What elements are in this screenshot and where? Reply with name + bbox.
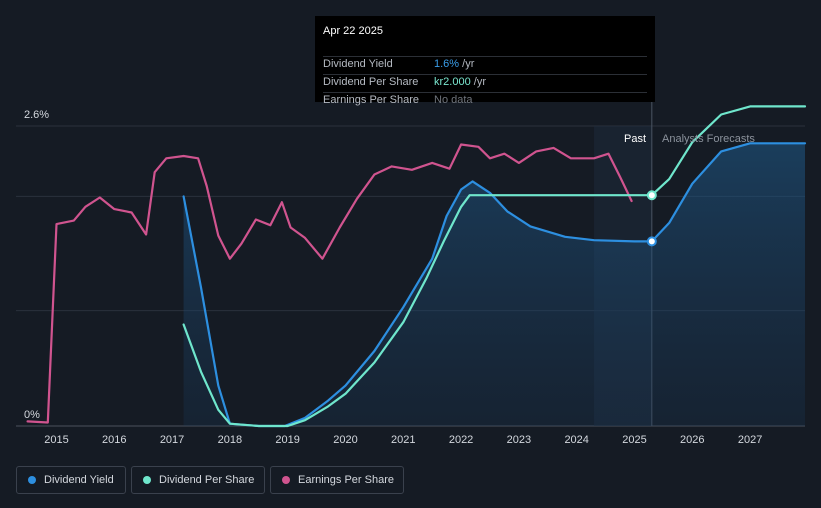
- dividend-per-share-line: [182, 105, 807, 428]
- x-tick-label: 2024: [564, 434, 588, 446]
- legend-label: Dividend Per Share: [159, 474, 255, 486]
- dividend-per-share-marker: [646, 190, 657, 201]
- tooltip-label: Dividend Per Share: [323, 76, 419, 88]
- y-label-top: 2.6%: [24, 109, 49, 121]
- area-fill: [183, 143, 806, 427]
- x-tick-label: 2018: [218, 434, 242, 446]
- x-tick-label: 2021: [391, 434, 415, 446]
- legend-dot: [143, 476, 151, 484]
- tooltip-divider: [323, 56, 647, 57]
- legend-dividend-yield[interactable]: Dividend Yield: [16, 466, 126, 494]
- x-tick-label: 2020: [333, 434, 357, 446]
- legend-dot: [28, 476, 36, 484]
- x-tick-label: 2017: [160, 434, 184, 446]
- x-tick-label: 2022: [449, 434, 473, 446]
- x-tick-label: 2019: [275, 434, 299, 446]
- x-tick-label: 2026: [680, 434, 704, 446]
- x-tick-label: 2016: [102, 434, 126, 446]
- markers: [646, 190, 657, 247]
- tooltip-unit: /yr: [470, 76, 486, 88]
- legend-label: Dividend Yield: [44, 474, 114, 486]
- series-lines: [26, 105, 807, 428]
- x-tick-label: 2023: [507, 434, 531, 446]
- tooltip-label: Earnings Per Share: [323, 94, 419, 106]
- legend-dot: [282, 476, 290, 484]
- tooltip: Apr 22 2025 Dividend Yield 1.6% /yr Divi…: [315, 16, 655, 106]
- x-tick-label: 2027: [738, 434, 762, 446]
- tooltip-date: Apr 22 2025: [323, 25, 383, 37]
- past-label: Past: [624, 133, 646, 145]
- y-label-zero: 0%: [24, 409, 40, 421]
- earnings-per-share-line: [26, 143, 633, 424]
- tooltip-row-dividend-yield: Dividend Yield 1.6% /yr: [315, 56, 655, 74]
- x-tick-label: 2025: [622, 434, 646, 446]
- dividend-yield-marker: [646, 236, 657, 247]
- dividend-yield-area: [183, 143, 806, 427]
- tooltip-divider: [323, 92, 647, 93]
- forecast-label: Analysts Forecasts: [662, 133, 755, 145]
- tooltip-value: No data: [434, 94, 473, 106]
- x-axis: 2015 2016 2017 2018 2019 2020 2021 2022 2023 2024…: [44, 434, 762, 446]
- legend-label: Earnings Per Share: [298, 474, 394, 486]
- legend-dividend-per-share[interactable]: Dividend Per Share: [131, 466, 265, 494]
- x-tick-label: 2015: [44, 434, 68, 446]
- tooltip-unit: /yr: [459, 58, 475, 70]
- tooltip-row-dividend-per-share: Dividend Per Share kr2.000 /yr: [315, 74, 655, 92]
- tooltip-divider: [323, 74, 647, 75]
- tooltip-value: kr2.000: [434, 76, 471, 88]
- tooltip-value: 1.6%: [434, 58, 460, 70]
- legend-earnings-per-share[interactable]: Earnings Per Share: [270, 466, 404, 494]
- tooltip-label: Dividend Yield: [323, 58, 393, 70]
- tooltip-row-earnings-per-share: Earnings Per Share No data: [315, 92, 655, 110]
